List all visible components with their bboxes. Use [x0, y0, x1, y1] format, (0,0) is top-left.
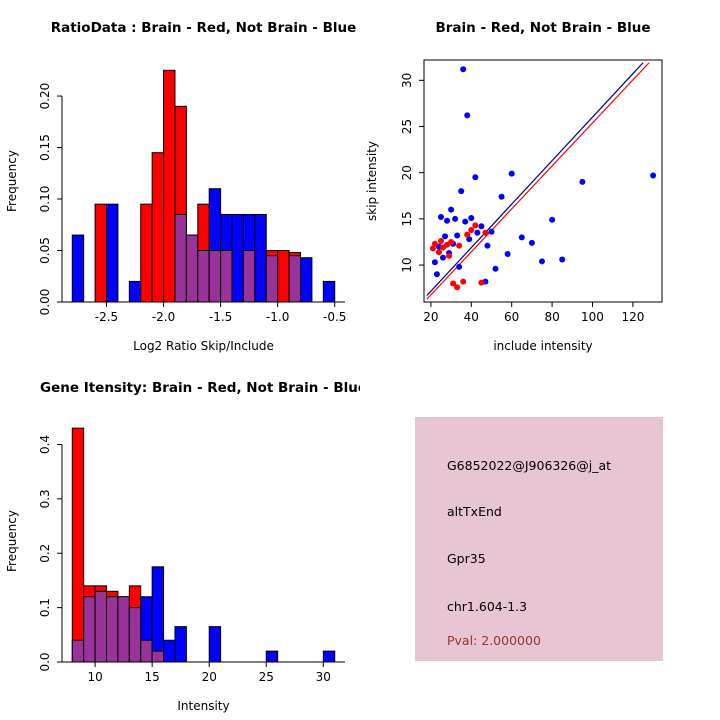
svg-text:Gene Itensity: Brain - Red, No: Gene Itensity: Brain - Red, Not Brain - … — [40, 380, 360, 396]
svg-text:30: 30 — [400, 73, 414, 88]
svg-text:80: 80 — [544, 310, 559, 324]
svg-text:20: 20 — [423, 310, 438, 324]
svg-text:25: 25 — [259, 670, 274, 684]
chromosome-location-text: chr1.604-1.3 — [447, 599, 528, 614]
svg-text:0.1: 0.1 — [38, 598, 52, 617]
intensity-scatter-chart: Brain - Red, Not Brain - Blue 20 40 60 80 100… — [365, 20, 663, 353]
event-type-text: altTxEnd — [447, 504, 502, 519]
gene-symbol-text: Gpr35 — [447, 551, 486, 566]
svg-text:0.4: 0.4 — [38, 435, 52, 454]
svg-text:30: 30 — [316, 670, 331, 684]
gene-info-card: G6852022@J906326@j_at altTxEnd Gpr35 chr… — [415, 417, 663, 661]
panel-ratio-histogram: RatioData : Brain - Red, Not Brain - Blu… — [0, 0, 360, 360]
svg-text:20: 20 — [202, 670, 217, 684]
svg-text:10: 10 — [87, 670, 102, 684]
svg-text:20: 20 — [400, 165, 414, 180]
svg-text:40: 40 — [464, 310, 479, 324]
svg-text:0.10: 0.10 — [38, 186, 52, 213]
svg-text:skip intensity: skip intensity — [365, 141, 379, 221]
ratio-histogram-chart: RatioData : Brain - Red, Not Brain - Blu… — [5, 20, 357, 353]
svg-text:0.15: 0.15 — [38, 134, 52, 161]
svg-text:Frequency: Frequency — [5, 150, 19, 212]
svg-text:0.20: 0.20 — [38, 83, 52, 110]
pval-text: Pval: 2.000000 — [447, 633, 541, 648]
svg-text:60: 60 — [504, 310, 519, 324]
svg-text:0.00: 0.00 — [38, 289, 52, 316]
svg-text:-1.0: -1.0 — [266, 310, 289, 324]
svg-text:15: 15 — [145, 670, 160, 684]
svg-text:0.2: 0.2 — [38, 544, 52, 563]
panel-gene-intensity-histogram: Gene Itensity: Brain - Red, Not Brain - … — [0, 360, 360, 720]
svg-text:-2.0: -2.0 — [152, 310, 175, 324]
svg-text:-1.5: -1.5 — [209, 310, 232, 324]
svg-text:0.05: 0.05 — [38, 237, 52, 264]
svg-text:Brain - Red, Not Brain - Blue: Brain - Red, Not Brain - Blue — [435, 20, 650, 36]
svg-text:Frequency: Frequency — [5, 510, 19, 572]
svg-text:Intensity: Intensity — [177, 699, 229, 713]
probe-id-text: G6852022@J906326@j_at — [447, 458, 612, 473]
svg-text:-0.5: -0.5 — [323, 310, 346, 324]
svg-text:Log2 Ratio Skip/Include: Log2 Ratio Skip/Include — [133, 339, 274, 353]
svg-text:120: 120 — [621, 310, 644, 324]
svg-text:25: 25 — [400, 119, 414, 134]
svg-text:15: 15 — [400, 211, 414, 226]
panel-intensity-scatter: Brain - Red, Not Brain - Blue 20 40 60 80 100… — [360, 0, 720, 360]
svg-text:10: 10 — [400, 257, 414, 272]
svg-text:0.0: 0.0 — [38, 652, 52, 671]
gene-intensity-histogram-chart: Gene Itensity: Brain - Red, Not Brain - … — [5, 380, 360, 713]
svg-text:RatioData : Brain - Red, Not B: RatioData : Brain - Red, Not Brain - Blu… — [51, 20, 357, 36]
svg-text:include intensity: include intensity — [493, 339, 592, 353]
panel-gene-info: G6852022@J906326@j_at altTxEnd Gpr35 chr… — [360, 360, 720, 720]
svg-text:-2.5: -2.5 — [95, 310, 118, 324]
svg-text:100: 100 — [581, 310, 604, 324]
svg-text:0.3: 0.3 — [38, 489, 52, 508]
